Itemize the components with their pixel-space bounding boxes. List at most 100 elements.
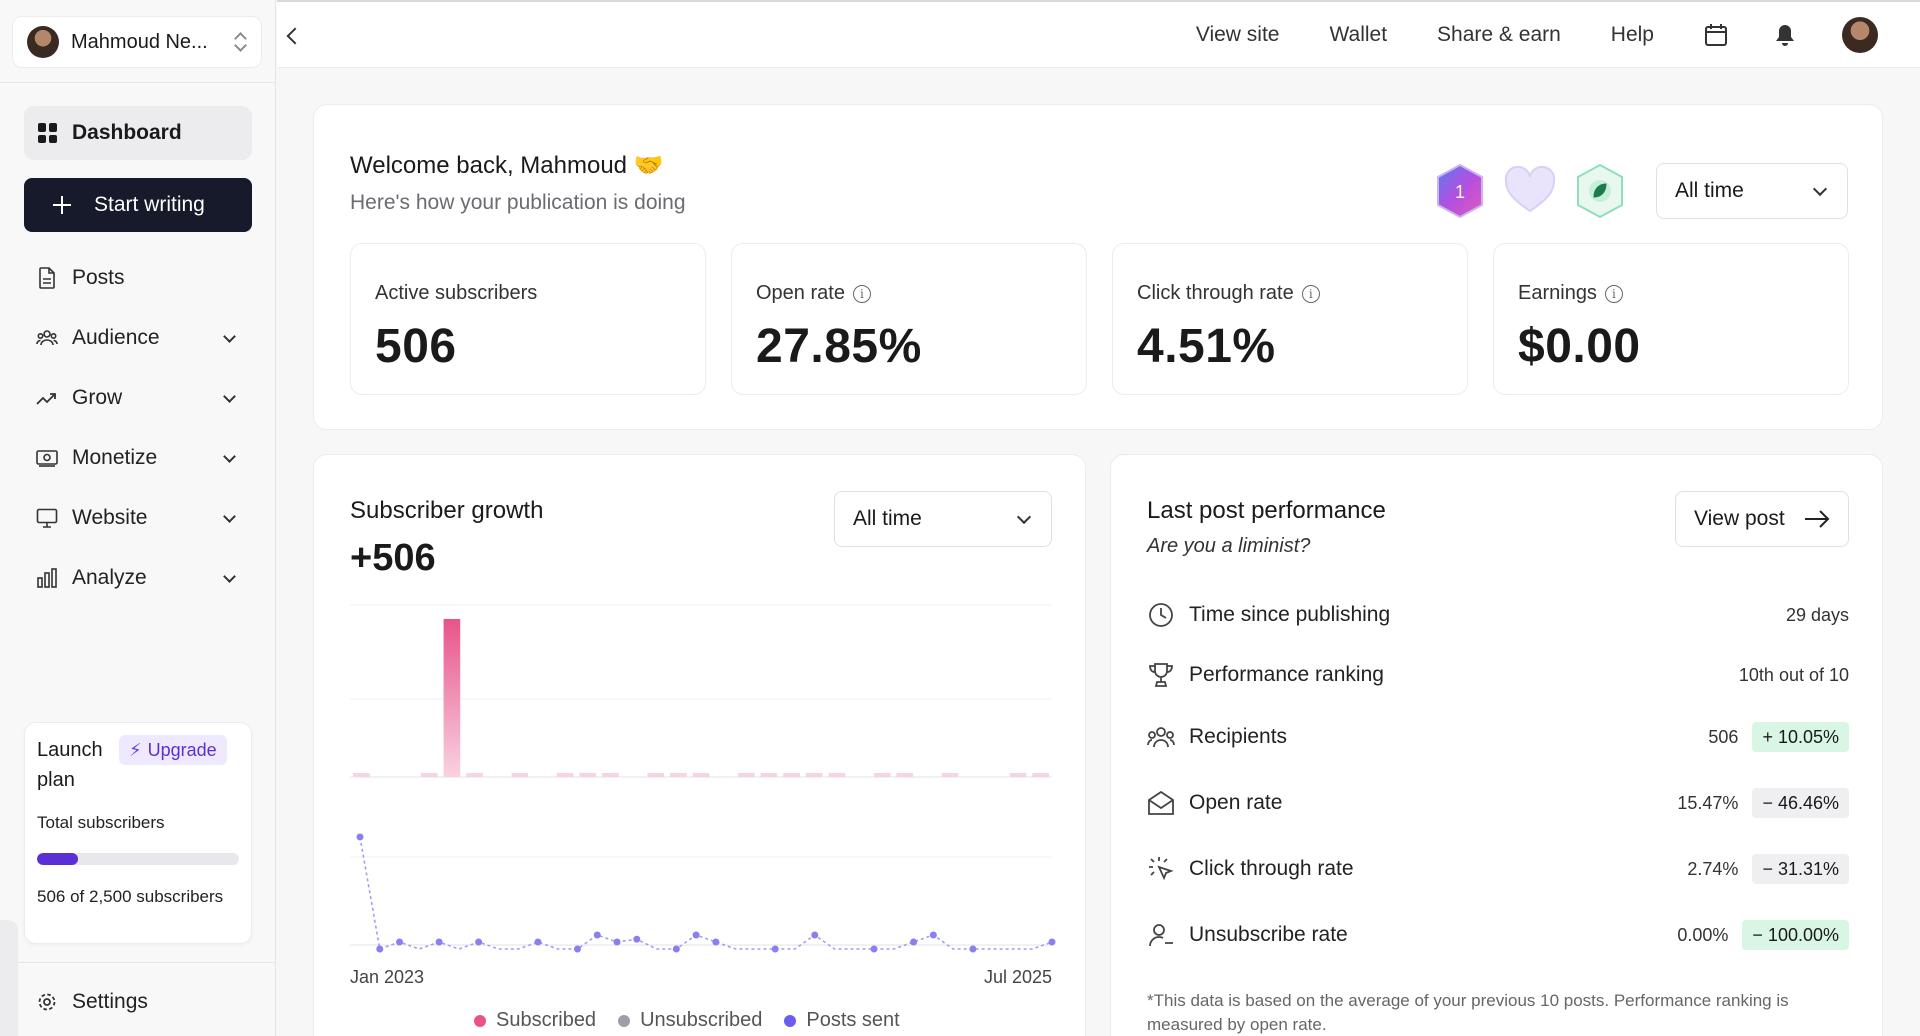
metric-row-unsubscribe-rate: Unsubscribe rate 0.00% − 100.00% — [1147, 915, 1849, 955]
delta-badge: − 31.31% — [1752, 854, 1849, 884]
last-post-subtitle: Are you a liminist? — [1147, 535, 1311, 557]
bar-subscribed — [511, 773, 529, 777]
last-post-title: Last post performance — [1147, 497, 1386, 524]
sidebar-item-grow[interactable]: Grow — [24, 376, 252, 420]
time-filter-select[interactable]: All time — [1656, 163, 1848, 219]
posts-sent-point — [712, 938, 720, 946]
growth-time-filter-select[interactable]: All time — [834, 491, 1052, 547]
start-writing-label: Start writing — [94, 193, 205, 216]
lightning-icon: ⚡ — [129, 739, 142, 760]
people-icon — [1147, 723, 1175, 751]
posts-sent-line — [359, 836, 1053, 951]
metric-label: Recipients — [1189, 725, 1288, 748]
calendar-icon[interactable] — [1704, 23, 1728, 47]
metric-label: Time since publishing — [1189, 603, 1391, 626]
bar-subscribed — [1009, 773, 1027, 777]
account-switcher[interactable]: Mahmoud Ne... — [12, 16, 262, 68]
legend-item-posts-sent[interactable]: Posts sent — [784, 1009, 900, 1032]
stat-label: Click through rate i — [1137, 282, 1443, 305]
chevron-down-icon — [223, 569, 236, 583]
posts-sent-point — [573, 945, 581, 953]
people-icon — [36, 327, 58, 349]
delta-badge: − 100.00% — [1742, 920, 1849, 950]
chevron-down-icon — [1812, 181, 1828, 196]
sidebar-item-label: Audience — [72, 326, 160, 349]
sidebar: Mahmoud Ne... Dashboard Start writing Po… — [0, 0, 276, 1036]
dashboard-icon — [38, 123, 58, 143]
trophy-icon — [1147, 661, 1175, 689]
heart-badge-icon[interactable] — [1502, 163, 1558, 224]
posts-sent-point — [1048, 938, 1056, 946]
view-post-button[interactable]: View post — [1675, 491, 1849, 547]
bell-icon[interactable] — [1774, 23, 1796, 47]
bar-subscribed — [443, 619, 461, 777]
legend-item-unsubscribed[interactable]: Unsubscribed — [618, 1009, 762, 1032]
posts-sent-point — [396, 938, 404, 946]
bar-subscribed — [692, 773, 710, 777]
stat-label: Open rate i — [756, 282, 1062, 305]
bar-subscribed — [420, 773, 438, 777]
sidebar-item-dashboard[interactable]: Dashboard — [24, 106, 252, 160]
bar-subscribed — [760, 773, 778, 777]
gear-icon — [36, 991, 58, 1013]
upgrade-button[interactable]: ⚡ Upgrade — [119, 735, 227, 765]
sidebar-item-settings[interactable]: Settings — [36, 980, 148, 1024]
plan-card: Launch plan ⚡ Upgrade Total subscribers … — [24, 722, 252, 944]
posts-sent-point — [376, 945, 384, 953]
stat-card-active-subscribers[interactable]: Active subscribers 506 — [350, 243, 706, 395]
sidebar-item-audience[interactable]: Audience — [24, 316, 252, 360]
bar-subscribed — [647, 773, 665, 777]
posts-sent-point — [870, 945, 878, 953]
delta-badge: − 46.46% — [1752, 788, 1849, 818]
info-icon[interactable]: i — [1604, 284, 1623, 303]
metric-value: 29 days — [1785, 604, 1849, 625]
legend-item-subscribed[interactable]: Subscribed — [474, 1009, 596, 1032]
sidebar-item-website[interactable]: Website — [24, 496, 252, 540]
leaf-badge-icon[interactable] — [1574, 163, 1626, 224]
posts-sent-point — [672, 945, 680, 953]
share-earn-link[interactable]: Share & earn — [1437, 23, 1561, 46]
x-tick-label: Jan 2023 — [350, 967, 424, 987]
sidebar-item-monetize[interactable]: Monetize — [24, 436, 252, 480]
posts-sent-point — [969, 945, 977, 953]
help-link[interactable]: Help — [1610, 23, 1654, 46]
monitor-icon — [36, 507, 58, 529]
bar-subscribed — [805, 773, 823, 777]
legend-dot — [618, 1014, 631, 1027]
plan-count: 506 of 2,500 subscribers — [37, 887, 224, 906]
info-icon[interactable]: i — [852, 284, 871, 303]
sidebar-item-posts[interactable]: Posts — [24, 256, 252, 300]
avatar[interactable] — [1842, 17, 1878, 53]
sidebar-item-analyze[interactable]: Analyze — [24, 556, 252, 600]
view-post-label: View post — [1694, 507, 1785, 530]
growth-title: Subscriber growth — [350, 497, 544, 524]
start-writing-button[interactable]: Start writing — [24, 178, 252, 232]
metric-value: 2.74% — [1687, 858, 1739, 879]
delta-badge: + 10.05% — [1752, 722, 1849, 752]
stat-card-click-through-rate[interactable]: Click through rate i 4.51% — [1112, 243, 1468, 395]
performance-footnote: *This data is based on the average of yo… — [1147, 991, 1789, 1034]
welcome-subtitle: Here's how your publication is doing — [350, 191, 686, 214]
achievement-badges: 1 — [1434, 163, 1626, 224]
posts-sent-point — [910, 938, 918, 946]
bar-subscribed — [466, 773, 483, 777]
chevron-up-down-icon — [233, 31, 247, 53]
bar-subscribed — [783, 773, 800, 777]
level-badge-icon[interactable]: 1 — [1434, 163, 1486, 224]
metric-value: 10th out of 10 — [1738, 664, 1849, 685]
metric-row-open-rate: Open rate 15.47% − 46.46% — [1147, 783, 1849, 823]
legend-dot — [784, 1014, 797, 1027]
wallet-link[interactable]: Wallet — [1329, 23, 1388, 46]
view-site-link[interactable]: View site — [1195, 23, 1280, 46]
stat-label: Active subscribers — [375, 282, 538, 304]
document-icon — [36, 267, 58, 289]
settings-label: Settings — [72, 990, 148, 1013]
stat-card-earnings[interactable]: Earnings i $0.00 — [1493, 243, 1849, 395]
metric-value: 15.47% — [1677, 792, 1739, 813]
bar-subscribed — [828, 773, 846, 777]
collapse-sidebar-icon[interactable] — [286, 27, 304, 45]
info-icon[interactable]: i — [1301, 284, 1320, 303]
x-tick-label: Jul 2025 — [984, 967, 1052, 987]
metric-value: 0.00% — [1677, 924, 1729, 945]
stat-card-open-rate[interactable]: Open rate i 27.85% — [731, 243, 1087, 395]
